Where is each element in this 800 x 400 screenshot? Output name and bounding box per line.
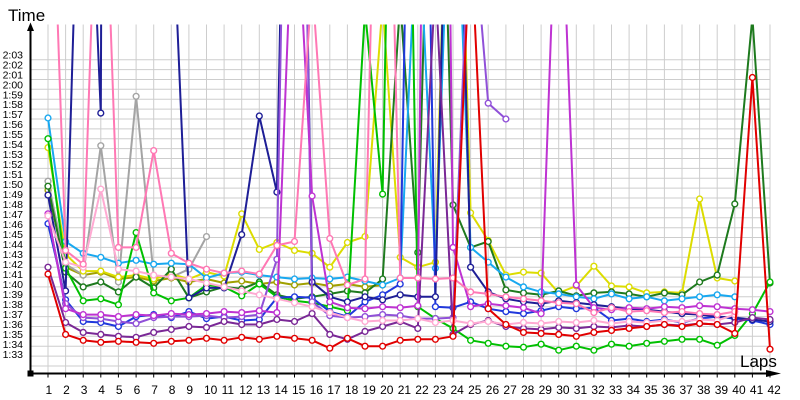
svg-text:1:56: 1:56 <box>3 119 24 131</box>
svg-text:8: 8 <box>169 383 176 397</box>
svg-text:1:49: 1:49 <box>3 189 24 201</box>
svg-text:2:00: 2:00 <box>3 79 24 91</box>
svg-text:34: 34 <box>627 383 641 397</box>
svg-text:1:33: 1:33 <box>3 349 24 361</box>
svg-text:1:40: 1:40 <box>3 279 24 291</box>
svg-text:25: 25 <box>468 383 482 397</box>
svg-text:4: 4 <box>98 383 105 397</box>
svg-text:1:37: 1:37 <box>3 309 24 321</box>
svg-text:1:41: 1:41 <box>3 269 24 281</box>
svg-text:23: 23 <box>433 383 447 397</box>
svg-text:33: 33 <box>609 383 623 397</box>
svg-text:1:44: 1:44 <box>3 239 24 251</box>
svg-text:39: 39 <box>715 383 729 397</box>
svg-text:1:42: 1:42 <box>3 259 24 271</box>
svg-text:29: 29 <box>539 383 553 397</box>
svg-text:30: 30 <box>556 383 570 397</box>
svg-text:1:57: 1:57 <box>3 109 24 121</box>
svg-text:18: 18 <box>345 383 359 397</box>
svg-text:1:58: 1:58 <box>3 99 24 111</box>
svg-text:1:43: 1:43 <box>3 249 24 261</box>
svg-text:12: 12 <box>239 383 253 397</box>
svg-text:1:50: 1:50 <box>3 179 24 191</box>
svg-text:31: 31 <box>574 383 588 397</box>
svg-text:3: 3 <box>81 383 88 397</box>
svg-text:35: 35 <box>644 383 658 397</box>
svg-text:1:39: 1:39 <box>3 289 24 301</box>
svg-text:1:52: 1:52 <box>3 159 24 171</box>
svg-text:1: 1 <box>46 383 53 397</box>
svg-text:11: 11 <box>222 383 235 397</box>
svg-text:22: 22 <box>415 383 429 397</box>
svg-text:19: 19 <box>363 383 377 397</box>
svg-text:1:48: 1:48 <box>3 199 24 211</box>
svg-text:13: 13 <box>257 383 271 397</box>
svg-text:16: 16 <box>310 383 324 397</box>
svg-text:9: 9 <box>186 383 193 397</box>
svg-text:28: 28 <box>521 383 535 397</box>
svg-text:1:36: 1:36 <box>3 319 24 331</box>
svg-text:1:53: 1:53 <box>3 149 24 161</box>
svg-text:1:54: 1:54 <box>3 139 24 151</box>
svg-text:Time: Time <box>8 6 45 25</box>
svg-text:41: 41 <box>750 383 764 397</box>
svg-text:1:35: 1:35 <box>3 329 24 341</box>
svg-text:1:59: 1:59 <box>3 89 24 101</box>
svg-text:37: 37 <box>680 383 694 397</box>
svg-text:42: 42 <box>768 383 782 397</box>
svg-text:38: 38 <box>697 383 711 397</box>
svg-text:20: 20 <box>380 383 394 397</box>
svg-text:2:03: 2:03 <box>3 49 24 61</box>
svg-text:26: 26 <box>486 383 500 397</box>
svg-text:1:45: 1:45 <box>3 229 24 241</box>
svg-text:36: 36 <box>662 383 676 397</box>
svg-text:32: 32 <box>591 383 605 397</box>
svg-text:1:46: 1:46 <box>3 219 24 231</box>
svg-text:1:47: 1:47 <box>3 209 24 221</box>
svg-text:1:51: 1:51 <box>3 169 24 181</box>
svg-text:1:55: 1:55 <box>3 129 24 141</box>
svg-text:2: 2 <box>63 383 70 397</box>
svg-text:1:38: 1:38 <box>3 299 24 311</box>
svg-text:2:01: 2:01 <box>3 69 24 81</box>
svg-text:21: 21 <box>398 383 412 397</box>
svg-text:40: 40 <box>732 383 746 397</box>
svg-text:17: 17 <box>327 383 341 397</box>
svg-text:5: 5 <box>116 383 123 397</box>
svg-text:1:34: 1:34 <box>3 339 24 351</box>
svg-text:2:02: 2:02 <box>3 59 24 71</box>
svg-text:27: 27 <box>503 383 517 397</box>
svg-text:14: 14 <box>274 383 288 397</box>
svg-text:Laps: Laps <box>740 352 777 371</box>
svg-text:24: 24 <box>451 383 465 397</box>
svg-text:15: 15 <box>292 383 306 397</box>
svg-text:6: 6 <box>134 383 141 397</box>
svg-text:10: 10 <box>204 383 218 397</box>
svg-text:7: 7 <box>151 383 158 397</box>
